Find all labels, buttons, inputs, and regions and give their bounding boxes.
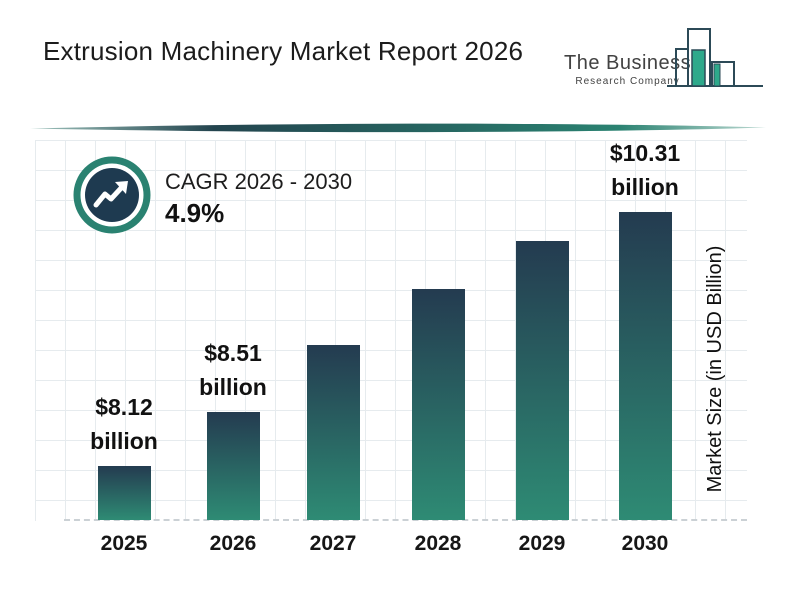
x-tick-label-2028: 2028	[414, 532, 462, 555]
bar-2028	[411, 289, 465, 520]
divider-line	[30, 123, 766, 133]
trend-up-icon	[73, 156, 151, 234]
bar-2030	[618, 212, 672, 520]
bar-2029	[515, 241, 569, 520]
cagr-value: 4.9%	[165, 198, 225, 228]
x-tick-label-2026: 2026	[209, 532, 257, 555]
logo-name: The Business	[564, 52, 692, 74]
x-tick-label-2025: 2025	[100, 532, 148, 555]
logo-subtitle: Research Company	[575, 76, 680, 87]
x-tick-label-2029: 2029	[518, 532, 566, 555]
x-tick-label-2030: 2030	[621, 532, 669, 555]
cagr-label: CAGR 2026 - 2030	[165, 169, 353, 194]
page-title: Extrusion Machinery Market Report 2026	[43, 36, 524, 66]
bar-2027	[306, 345, 360, 520]
company-logo: The Business Research Company	[556, 24, 771, 106]
bar-2026	[206, 412, 260, 520]
bar-value-label-2025: $8.12 billion	[90, 394, 158, 454]
bar-2025	[97, 466, 151, 520]
logo-skyline-icon	[667, 28, 763, 87]
bar-value-label-2030: $10.31 billion	[609, 140, 681, 200]
logo-text: The Business Research Company	[564, 52, 691, 87]
x-axis-baseline	[64, 519, 747, 521]
bar-value-label-2026: $8.51 billion	[199, 340, 267, 400]
x-tick-label-2027: 2027	[309, 532, 357, 555]
y-axis-label: Market Size (in USD Billion)	[704, 245, 726, 493]
